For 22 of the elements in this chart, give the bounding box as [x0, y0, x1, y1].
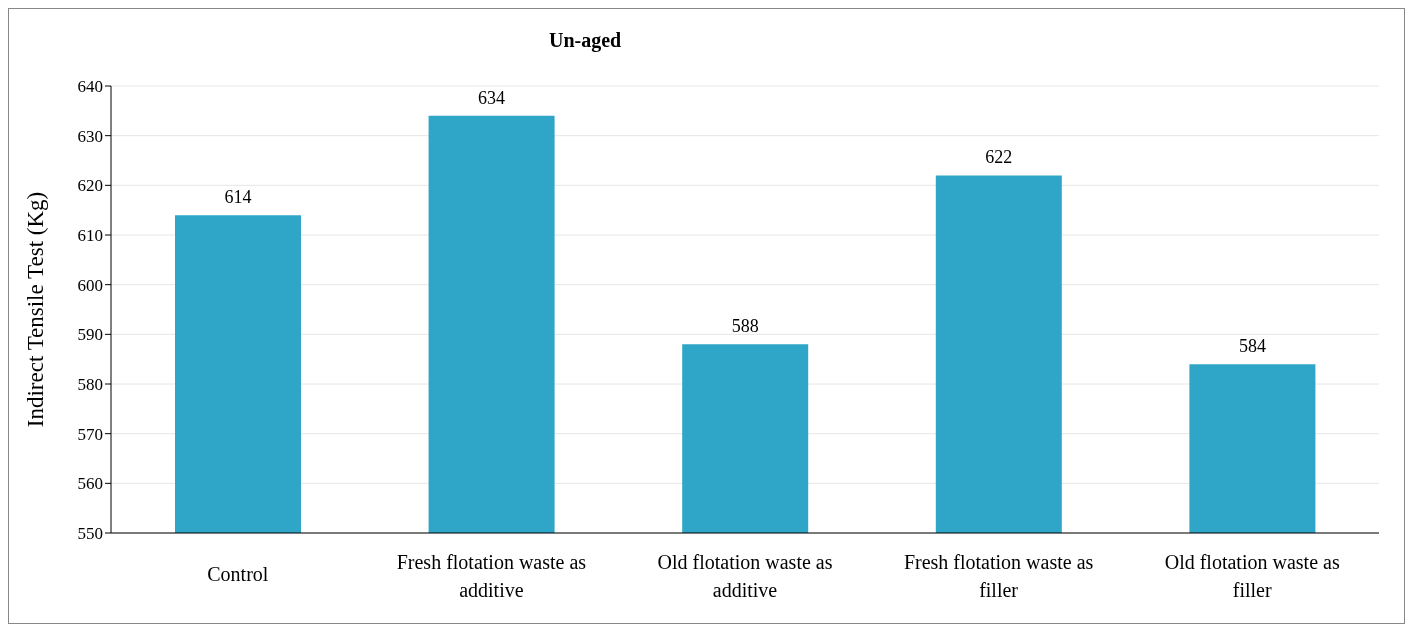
- data-label: 622: [985, 147, 1013, 168]
- y-tick-label: 550: [77, 524, 103, 544]
- y-tick-label: 570: [77, 424, 103, 444]
- y-tick-label: 580: [77, 375, 103, 395]
- y-tick-label: 600: [77, 275, 103, 295]
- y-axis-title: Indirect Tensile Test (Kg): [23, 191, 49, 428]
- data-label: 634: [478, 87, 506, 108]
- x-tick-label: Fresh flotation waste as filler: [903, 551, 1094, 601]
- data-label: 588: [731, 316, 759, 337]
- y-tick-label: 590: [77, 325, 103, 345]
- y-tick-label: 610: [77, 226, 103, 246]
- y-tick-label: 640: [77, 77, 103, 97]
- chart-title: Un-aged: [549, 29, 622, 52]
- data-label: 614: [224, 187, 252, 208]
- data-label: 584: [1238, 336, 1266, 357]
- x-tick-label: Old flotation waste as additive: [657, 551, 833, 601]
- y-tick-label: 620: [77, 176, 103, 196]
- x-tick-label: Old flotation waste as filler: [1164, 551, 1340, 601]
- x-tick-label: Fresh flotation waste as additive: [396, 551, 587, 601]
- y-tick-label: 560: [77, 474, 103, 494]
- x-tick-label: Control: [207, 563, 269, 585]
- y-tick-label: 630: [77, 126, 103, 146]
